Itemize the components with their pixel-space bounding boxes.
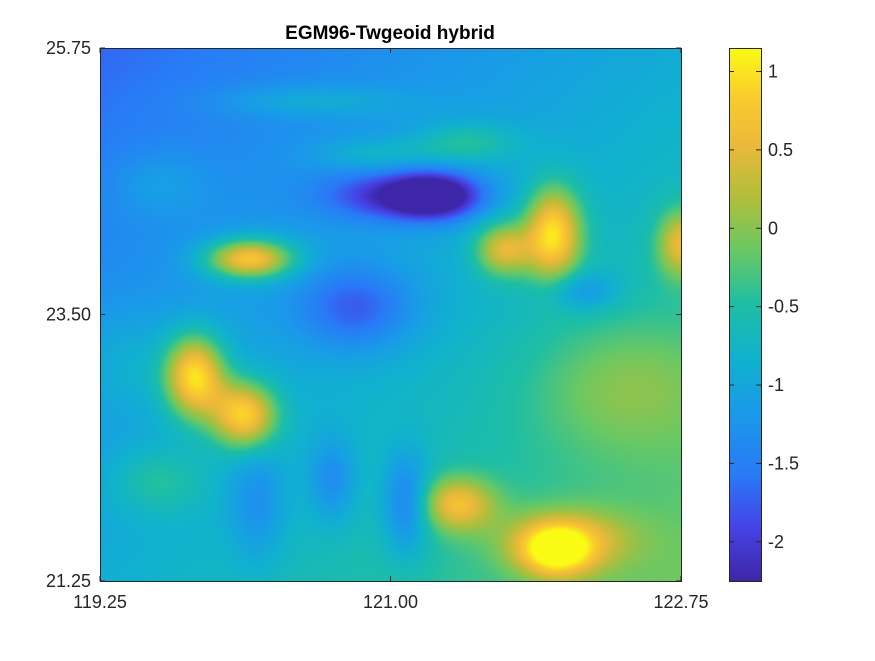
x-axis: 119.25 121.00 122.75 [73,48,709,612]
colorbar-tick-label: -2 [768,532,784,552]
colorbar-tick-label: 0.5 [768,140,793,160]
heatmap-image [100,48,681,581]
y-tick-label: 21.25 [46,571,91,591]
colorbar-tick-label: -1 [768,375,784,395]
x-tick-label: 121.00 [363,592,418,612]
plot-area [100,48,682,582]
x-tick-label: 119.25 [73,592,127,612]
y-axis: 21.25 23.50 25.75 [46,38,681,591]
colorbar-tick-label: -1.5 [768,453,799,473]
colorbar-frame [729,48,762,582]
colorbar-tick-label: 1 [768,62,778,82]
y-tick-label: 23.50 [46,305,91,325]
colorbar-ticks: 1 0.5 0 -0.5 -1 -1.5 -2 [729,62,799,552]
colorbar: 1 0.5 0 -0.5 -1 -1.5 -2 [729,48,799,582]
y-tick-label: 25.75 [46,38,91,58]
colorbar-tick-label: 0 [768,218,778,238]
colorbar-tick-label: -0.5 [768,297,799,317]
colorbar-gradient [729,48,761,581]
chart-title: EGM96-Twgeoid hybrid [285,23,495,44]
x-tick-label: 122.75 [653,592,708,612]
